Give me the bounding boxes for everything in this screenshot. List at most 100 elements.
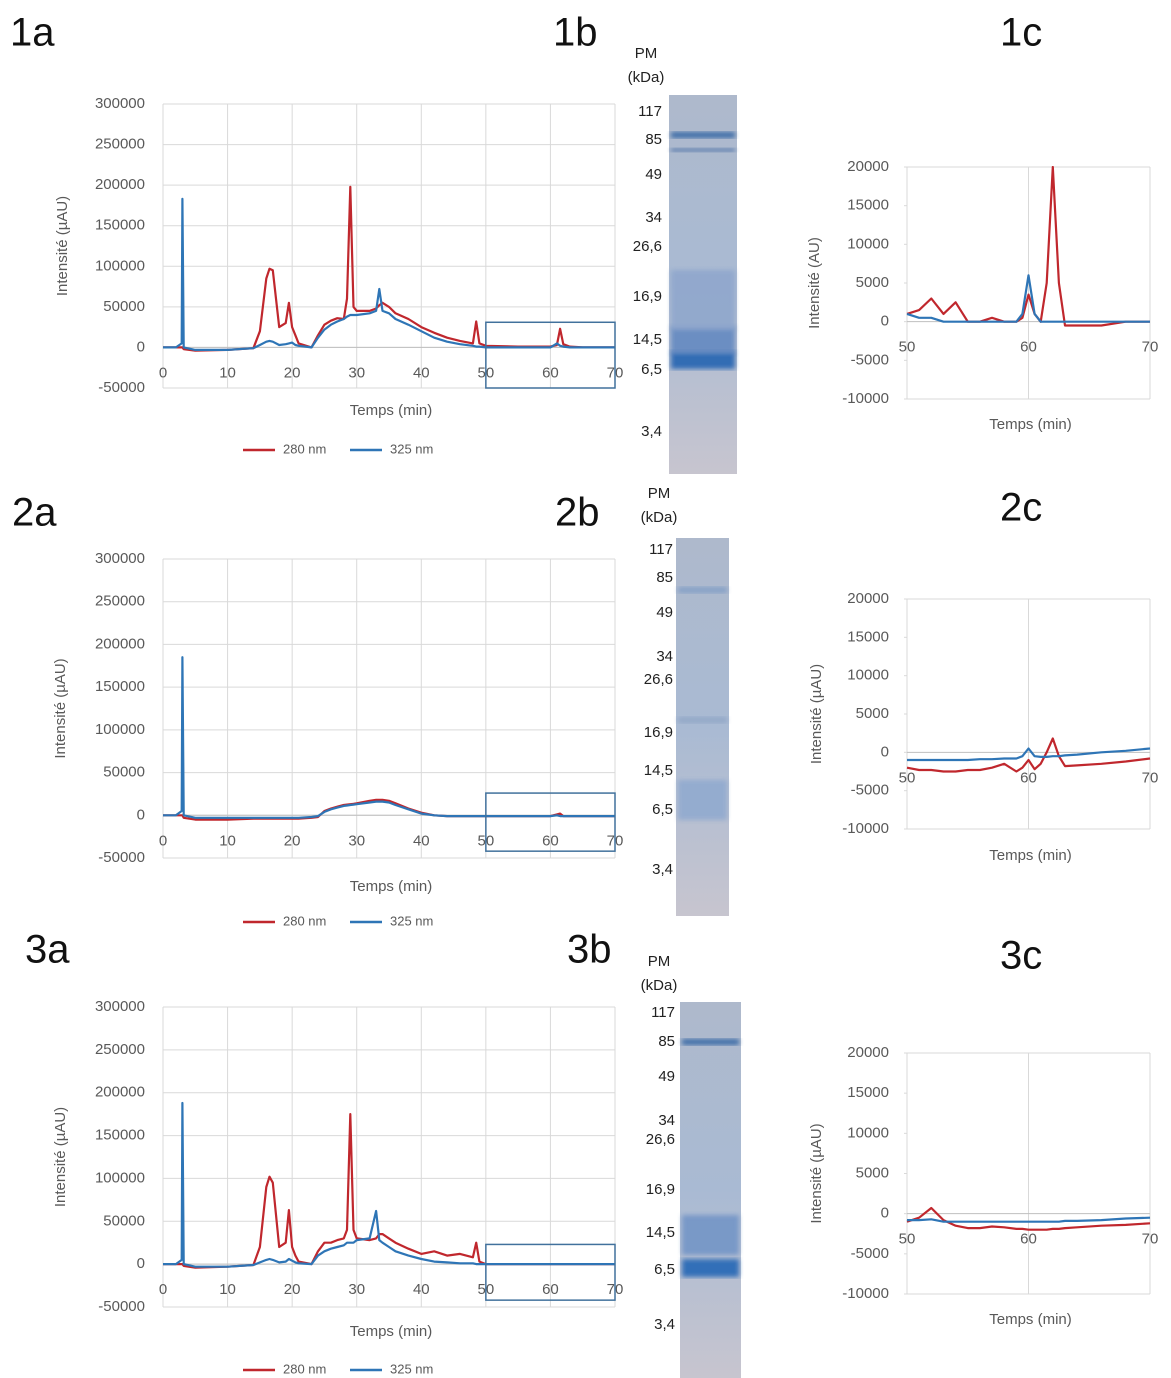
gel-header: PM xyxy=(648,953,671,970)
y-tick-label: 250000 xyxy=(95,136,145,153)
y-tick-label: 50000 xyxy=(103,298,145,315)
y-axis-label: Intensité (µAU) xyxy=(52,658,69,758)
x-tick-label: 50 xyxy=(899,1231,916,1248)
chart: -50000 0 50000 100000 150000 200000 250000 3000… xyxy=(52,998,623,1376)
gel-lane xyxy=(676,538,729,916)
gel-band xyxy=(682,1039,739,1045)
x-axis-label: Temps (min) xyxy=(350,402,433,419)
x-tick-label: 60 xyxy=(1020,1231,1037,1248)
x-tick-label: 60 xyxy=(542,364,559,381)
legend-label: 325 nm xyxy=(390,913,433,928)
mw-marker: 14,5 xyxy=(646,1224,675,1241)
panel-label: 2c xyxy=(1000,486,1042,530)
mw-marker: 26,6 xyxy=(644,671,673,688)
x-tick-label: 30 xyxy=(348,832,365,849)
zoom-box xyxy=(485,321,616,389)
series-line xyxy=(906,1206,1151,1231)
gel-band xyxy=(682,1215,739,1255)
x-tick-label: 60 xyxy=(1020,339,1037,356)
x-axis-label: Temps (min) xyxy=(989,1311,1072,1328)
y-tick-label: 50000 xyxy=(103,764,145,781)
mw-marker: 3,4 xyxy=(652,861,673,878)
y-tick-label: 20000 xyxy=(847,590,889,607)
panel-label: 1b xyxy=(553,11,598,55)
x-tick-label: 10 xyxy=(219,832,236,849)
y-tick-label: -50000 xyxy=(98,1298,145,1315)
y-axis-label: Intensité (µAU) xyxy=(808,664,825,764)
series-line xyxy=(907,1216,1151,1223)
y-tick-label: 300000 xyxy=(95,998,145,1015)
y-tick-label: 0 xyxy=(881,313,889,330)
y-tick-label: -50000 xyxy=(98,379,145,396)
zoom-box xyxy=(485,1243,616,1301)
mw-marker: 26,6 xyxy=(646,1131,675,1148)
y-tick-label: 300000 xyxy=(95,95,145,112)
gel-band xyxy=(671,326,735,354)
mw-marker: 117 xyxy=(651,1004,675,1021)
series-line xyxy=(163,1101,615,1268)
x-tick-label: 10 xyxy=(219,364,236,381)
mw-marker: 6,5 xyxy=(652,801,673,818)
x-tick-label: 50 xyxy=(899,769,916,786)
chart: -10000 -5000 0 5000 10000 15000 20000 50 60 70 Tem… xyxy=(808,590,1158,864)
zoom-box xyxy=(485,792,616,852)
y-tick-label: 15000 xyxy=(847,197,889,214)
gel-band xyxy=(678,780,727,820)
gel-band xyxy=(671,132,735,138)
y-tick-label: 250000 xyxy=(95,593,145,610)
mw-marker: 49 xyxy=(645,166,662,183)
mw-marker: 49 xyxy=(658,1068,675,1085)
panel-label: 1a xyxy=(10,11,55,55)
mw-marker: 26,6 xyxy=(633,238,662,255)
series-line xyxy=(907,747,1151,762)
y-tick-label: 0 xyxy=(137,1255,145,1272)
x-tick-label: 50 xyxy=(899,339,916,356)
y-axis-label: Intensité (µAU) xyxy=(808,1123,825,1223)
y-tick-label: 150000 xyxy=(95,1127,145,1144)
x-axis-label: Temps (min) xyxy=(350,1323,433,1340)
series-line xyxy=(906,166,1150,327)
y-tick-label: 150000 xyxy=(95,217,145,234)
chart: -50000 0 50000 100000 150000 200000 250000 3000… xyxy=(52,550,623,928)
y-tick-label: 0 xyxy=(881,743,889,760)
y-tick-label: -5000 xyxy=(851,351,889,368)
mw-marker: 34 xyxy=(645,209,662,226)
x-tick-label: 70 xyxy=(1142,1231,1159,1248)
y-tick-label: 20000 xyxy=(847,1044,889,1061)
x-tick-label: 40 xyxy=(413,364,430,381)
y-tick-label: 100000 xyxy=(95,257,145,274)
y-tick-label: 0 xyxy=(137,806,145,823)
panel-label: 2b xyxy=(555,491,600,535)
legend-label: 325 nm xyxy=(390,1361,433,1376)
x-tick-label: 30 xyxy=(348,1281,365,1298)
y-tick-label: -10000 xyxy=(842,1285,889,1302)
mw-marker: 85 xyxy=(645,131,662,148)
x-tick-label: 60 xyxy=(542,832,559,849)
y-tick-label: 20000 xyxy=(847,158,889,175)
mw-marker: 6,5 xyxy=(641,361,662,378)
x-tick-label: 20 xyxy=(284,832,301,849)
mw-marker: 3,4 xyxy=(654,1316,675,1333)
y-tick-label: 10000 xyxy=(847,235,889,252)
y-tick-label: 100000 xyxy=(95,1169,145,1186)
legend-label: 325 nm xyxy=(390,441,433,456)
mw-marker: 14,5 xyxy=(644,762,673,779)
x-tick-label: 40 xyxy=(413,832,430,849)
y-tick-label: 250000 xyxy=(95,1041,145,1058)
gel-header: (kDa) xyxy=(641,509,678,526)
mw-marker: 16,9 xyxy=(633,288,662,305)
gel-band xyxy=(671,351,735,369)
x-tick-label: 60 xyxy=(1020,769,1037,786)
mw-marker: 85 xyxy=(658,1033,675,1050)
gel-header: (kDa) xyxy=(641,977,678,994)
y-axis-label: Intensité (µAU) xyxy=(52,1107,69,1207)
gel-band xyxy=(671,270,735,330)
series-line xyxy=(906,274,1150,323)
gel-band xyxy=(671,148,735,152)
gel-band xyxy=(678,587,727,593)
mw-marker: 16,9 xyxy=(646,1181,675,1198)
panel-label: 3b xyxy=(567,928,612,972)
x-tick-label: 30 xyxy=(348,364,365,381)
panel-label: 3a xyxy=(25,928,70,972)
